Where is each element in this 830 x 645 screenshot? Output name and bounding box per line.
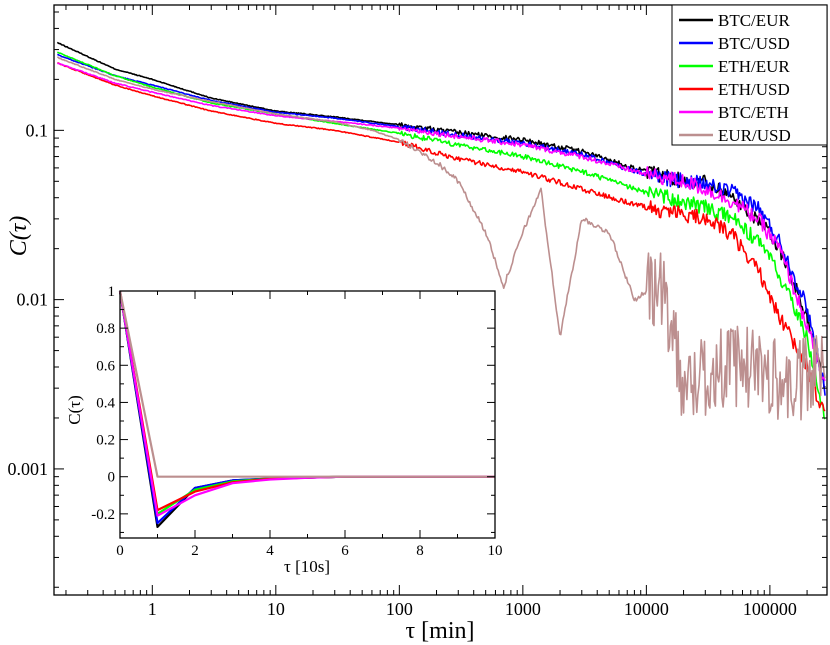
main-y-tick-label: 0.001 <box>8 459 49 479</box>
main-y-tick-label: 0.01 <box>17 290 49 310</box>
main-y-tick-label: 0.1 <box>26 120 49 140</box>
inset-series-eur-usd <box>118 290 495 478</box>
inset-series-group <box>118 290 495 529</box>
inset-x-tick-label: 10 <box>488 543 503 559</box>
inset-y-tick-label: 0.8 <box>96 321 115 337</box>
inset-x-tick-label: 6 <box>341 543 349 559</box>
legend-label-btc-eur: BTC/EUR <box>718 11 790 30</box>
inset-chart: 0 2 4 6 8 10 -0.2 0 0.2 0.4 0.6 0.8 1 τ [10s] C(τ) <box>65 284 503 576</box>
inset-y-tick-label: 0.2 <box>96 433 115 449</box>
legend: BTC/EUR BTC/USD ETH/EUR ETH/USD BTC/ETH EUR/U… <box>671 4 828 146</box>
inset-x-tick-label: 0 <box>116 543 124 559</box>
inset-x-tick-label: 4 <box>266 543 274 559</box>
legend-label-btc-eth: BTC/ETH <box>718 103 789 122</box>
main-x-tick-label: 10000 <box>624 599 669 619</box>
main-x-axis-title: τ [min] <box>406 618 475 644</box>
main-x-tick-label: 100 <box>386 599 413 619</box>
inset-y-axis-title: C(τ) <box>65 395 84 425</box>
inset-y-tick-label: 0 <box>108 470 116 486</box>
legend-label-btc-usd: BTC/USD <box>718 34 790 53</box>
legend-label-eur-usd: EUR/USD <box>718 126 791 145</box>
legend-label-eth-usd: ETH/USD <box>718 80 790 99</box>
inset-x-tick-label: 2 <box>191 543 199 559</box>
inset-y-tick-label: 1 <box>108 284 116 300</box>
main-series-eur-usd <box>57 56 826 421</box>
main-x-tick-label: 1 <box>148 599 157 619</box>
main-x-tick-label: 100000 <box>743 599 797 619</box>
legend-box <box>671 4 828 146</box>
inset-x-axis-title: τ [10s] <box>284 557 330 576</box>
inset-x-tick-label: 8 <box>416 543 424 559</box>
main-y-axis-title: C(τ) <box>6 216 32 257</box>
main-series-btc-eth <box>57 62 826 382</box>
inset-y-tick-label: 0.4 <box>96 395 115 411</box>
main-x-tick-label: 10 <box>267 599 285 619</box>
main-series-group <box>56 41 826 421</box>
inset-y-tick-label: -0.2 <box>91 507 115 523</box>
main-x-tick-label: 1000 <box>505 599 541 619</box>
legend-label-eth-eur: ETH/EUR <box>718 57 790 76</box>
main-series-eth-usd <box>57 62 826 412</box>
inset-axes-ticks: 0 2 4 6 8 10 -0.2 0 0.2 0.4 0.6 0.8 1 <box>91 284 502 559</box>
inset-y-tick-label: 0.6 <box>96 358 115 374</box>
